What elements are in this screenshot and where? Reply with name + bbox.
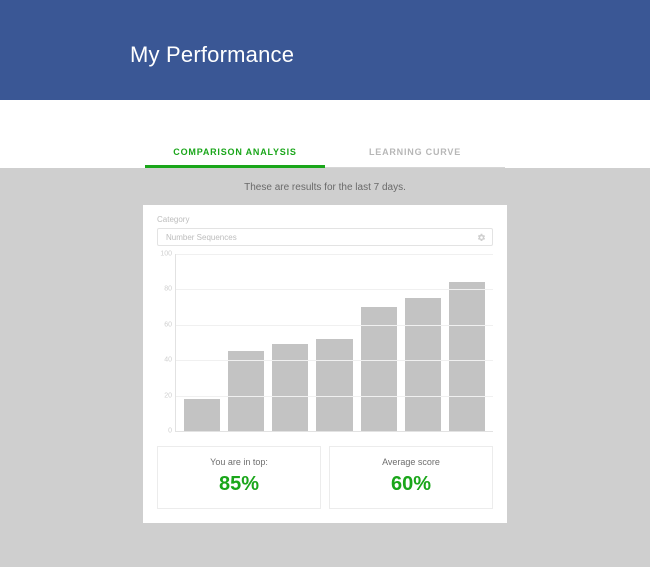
- chart-y-tick: 60: [160, 321, 172, 328]
- chart-gridline: [176, 396, 493, 397]
- chart-bar: [316, 339, 352, 431]
- tabs-container: COMPARISON ANALYSIS LEARNING CURVE: [0, 100, 650, 168]
- chart-bar: [272, 344, 308, 431]
- tab-label: LEARNING CURVE: [369, 147, 461, 157]
- stat-label: You are in top:: [158, 457, 320, 467]
- performance-chart: 0 20 40 60 80 100: [157, 254, 493, 432]
- chart-y-tick: 80: [160, 286, 172, 293]
- chart-gridline: [176, 254, 493, 255]
- tab-comparison-analysis[interactable]: COMPARISON ANALYSIS: [145, 137, 325, 167]
- chart-gridline: [176, 325, 493, 326]
- category-label: Category: [157, 215, 493, 224]
- gear-icon: [477, 233, 486, 242]
- chart-y-tick: 40: [160, 357, 172, 364]
- results-subtitle: These are results for the last 7 days.: [0, 168, 650, 205]
- stat-top-percentile: You are in top: 85%: [157, 446, 321, 509]
- category-selected-value: Number Sequences: [166, 233, 237, 242]
- chart-gridline: [176, 360, 493, 361]
- page-title: My Performance: [130, 42, 650, 68]
- chart-bar: [228, 351, 264, 431]
- stats-row: You are in top: 85% Average score 60%: [157, 446, 493, 509]
- page-header: My Performance: [0, 0, 650, 100]
- stat-average-score: Average score 60%: [329, 446, 493, 509]
- tab-label: COMPARISON ANALYSIS: [173, 147, 296, 157]
- stat-value: 85%: [158, 473, 320, 496]
- tabs: COMPARISON ANALYSIS LEARNING CURVE: [145, 137, 505, 168]
- chart-y-tick: 100: [160, 251, 172, 258]
- chart-y-tick: 0: [160, 428, 172, 435]
- chart-plot-area: 020406080100: [175, 254, 493, 432]
- chart-bar: [449, 282, 485, 431]
- chart-gridline: [176, 289, 493, 290]
- category-select[interactable]: Number Sequences: [157, 228, 493, 246]
- chart-bars: [176, 254, 493, 431]
- performance-card: Category Number Sequences 0 20 40 60 80 100 Y…: [143, 205, 507, 523]
- stat-value: 60%: [330, 473, 492, 496]
- chart-bar: [405, 298, 441, 431]
- chart-bar: [184, 399, 220, 431]
- stat-label: Average score: [330, 457, 492, 467]
- tab-learning-curve[interactable]: LEARNING CURVE: [325, 137, 505, 167]
- chart-y-tick: 20: [160, 392, 172, 399]
